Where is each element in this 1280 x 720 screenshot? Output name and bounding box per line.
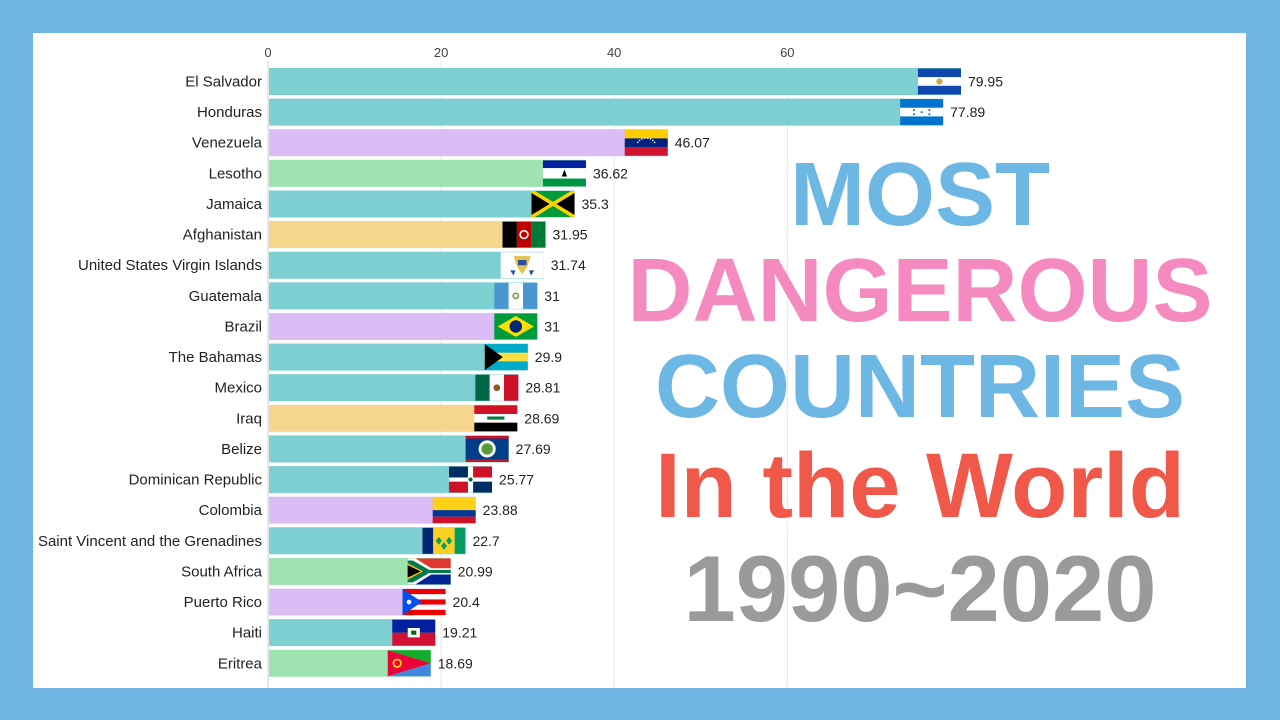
- bar-guatemala: [269, 282, 538, 310]
- bar-honduras: [269, 98, 944, 126]
- category-label: Honduras: [197, 104, 262, 121]
- title-block: MOST DANGEROUS COUNTRIES In the World 19…: [590, 150, 1246, 688]
- bar-afghanistan: [269, 221, 546, 249]
- category-label: El Salvador: [185, 74, 262, 91]
- category-label: Lesotho: [209, 165, 262, 182]
- category-label: Colombia: [199, 502, 263, 519]
- category-label: Haiti: [232, 625, 262, 642]
- chart-frame: 0 20 40 60 El Salvador 79.95 Honduras 77.89 Vene…: [33, 33, 1246, 688]
- value-label: 22.7: [472, 533, 499, 549]
- flag-belize-icon: [465, 435, 509, 462]
- flag-haiti-icon: [392, 619, 436, 646]
- x-tick-label: 40: [607, 45, 621, 60]
- category-label: Iraq: [236, 410, 262, 427]
- value-label: 79.95: [968, 74, 1003, 90]
- flag-el-salvador-icon: [917, 68, 961, 95]
- x-tick-label: 0: [264, 45, 271, 60]
- value-label: 25.77: [499, 472, 534, 488]
- category-label: Brazil: [224, 318, 262, 335]
- bar-brazil: [269, 312, 538, 340]
- title-line-years: 1990~2020: [683, 536, 1157, 641]
- value-label: 31.95: [553, 227, 588, 243]
- flag-dominican-republic-icon: [449, 466, 493, 493]
- value-label: 36.62: [593, 165, 628, 181]
- flag-iraq-icon: [474, 405, 518, 432]
- title-line-countries: COUNTRIES: [654, 337, 1186, 437]
- bar-chart: 0 20 40 60 El Salvador 79.95 Honduras 77.89 Vene…: [38, 45, 1003, 688]
- category-label: Saint Vincent and the Grenadines: [38, 533, 262, 550]
- category-label: Belize: [221, 441, 262, 458]
- value-label: 28.69: [524, 410, 559, 426]
- value-label: 19.21: [442, 625, 477, 641]
- category-label: South Africa: [181, 563, 263, 580]
- value-label: 31.74: [551, 257, 586, 273]
- category-label: Afghanistan: [183, 227, 262, 244]
- flag-eritrea-icon: [387, 650, 431, 677]
- category-label: Eritrea: [218, 655, 263, 672]
- flag-bahamas-icon: [484, 344, 528, 371]
- bar-venezuela: [269, 129, 668, 157]
- category-label: Jamaica: [206, 196, 263, 213]
- flag-afghanistan-icon: [502, 221, 546, 248]
- category-label: Mexico: [214, 380, 262, 397]
- value-label: 31: [544, 318, 560, 334]
- category-label: Guatemala: [189, 288, 263, 305]
- title-line-dangerous: DANGEROUS: [627, 241, 1213, 341]
- value-label: 23.88: [483, 502, 518, 518]
- bar-jamaica: [269, 190, 575, 218]
- flag-jamaica-icon: [531, 190, 575, 217]
- flag-lesotho-icon: [542, 160, 586, 187]
- flag-venezuela-icon: [624, 129, 668, 156]
- category-label: Puerto Rico: [184, 594, 262, 611]
- flag-honduras-icon: [900, 99, 944, 126]
- title-line-most: MOST: [790, 145, 1050, 245]
- value-label: 18.69: [438, 655, 473, 671]
- flag-colombia-icon: [432, 497, 476, 524]
- flag-puerto-rico-icon: [402, 589, 446, 616]
- value-label: 27.69: [516, 441, 551, 457]
- bar-el-salvador: [269, 68, 961, 95]
- category-label: Dominican Republic: [129, 472, 263, 489]
- title-line-in-the-world: In the World: [655, 435, 1185, 537]
- flag-usvi-icon: [500, 252, 544, 279]
- bar-lesotho: [269, 159, 586, 187]
- flag-svg-icon: [422, 527, 466, 554]
- flag-brazil-icon: [494, 313, 538, 340]
- value-label: 31: [544, 288, 560, 304]
- bar-united-states-virgin-islands: [269, 251, 544, 279]
- x-tick-label: 20: [434, 45, 448, 60]
- value-label: 35.3: [582, 196, 609, 212]
- value-label: 46.07: [675, 135, 710, 151]
- category-label: United States Virgin Islands: [78, 257, 262, 274]
- value-label: 28.81: [525, 380, 560, 396]
- flag-mexico-icon: [475, 374, 519, 401]
- category-label: The Bahamas: [169, 349, 262, 366]
- value-label: 20.4: [453, 594, 480, 610]
- bar-the-bahamas: [269, 343, 528, 371]
- flag-guatemala-icon: [494, 282, 538, 309]
- value-label: 29.9: [535, 349, 562, 365]
- category-label: Venezuela: [192, 135, 263, 152]
- value-label: 20.99: [458, 563, 493, 579]
- value-label: 77.89: [950, 104, 985, 120]
- flag-south-africa-icon: [407, 558, 451, 585]
- x-tick-label: 60: [780, 45, 794, 60]
